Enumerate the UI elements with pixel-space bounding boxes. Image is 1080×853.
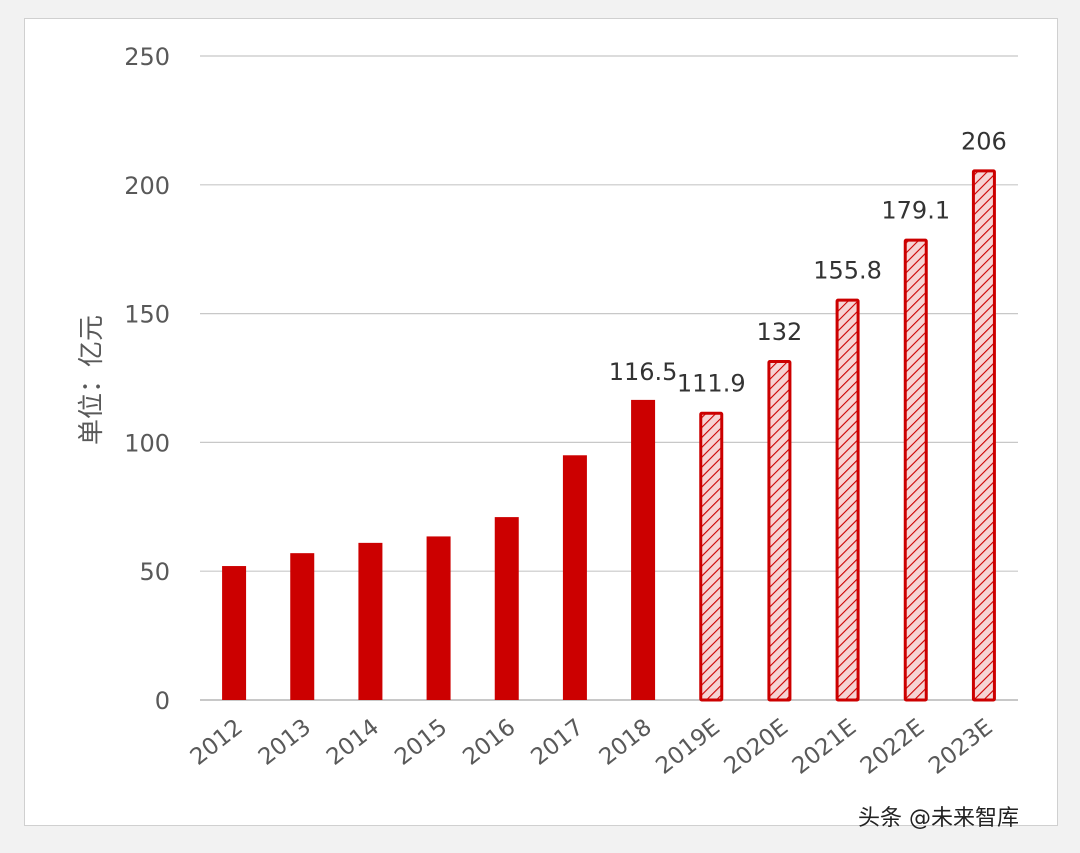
y-tick-label: 150 [124,301,170,329]
watermark: 头条 @未来智库 [858,800,1019,832]
x-tick-label: 2015 [390,714,452,771]
bar [767,359,792,702]
bar [971,169,996,702]
data-label: 132 [757,318,803,346]
x-tick-label: 2021E [788,714,862,779]
data-label: 206 [961,127,1007,155]
bar [494,517,519,700]
x-tick-label: 2019E [651,714,725,779]
y-axis-label: 单位：亿元 [77,315,107,445]
y-tick-label: 100 [124,429,170,457]
bar [562,455,587,700]
x-tick-label: 2022E [856,714,930,779]
x-tick-label: 2012 [186,714,248,771]
x-tick-label: 2023E [924,714,998,779]
watermark-text: 头条 @未来智库 [858,806,1019,831]
x-tick-label: 2018 [595,714,657,771]
bar [426,536,451,700]
bar [290,553,315,700]
bar [358,542,383,700]
x-tick-label: 2016 [458,714,520,771]
gridlines [200,55,1018,701]
data-label: 111.9 [677,370,746,398]
bars [222,169,996,702]
x-tick-label: 2014 [322,714,384,771]
data-label: 116.5 [609,358,678,386]
data-labels: 116.5 111.9 132 155.8 179.1 206 [609,127,1007,397]
y-tick-label: 0 [155,687,170,715]
bar [631,399,656,700]
x-tick-label: 2017 [526,714,588,771]
x-tick-label: 2020E [720,714,794,779]
bar [835,298,860,702]
bar [903,238,928,702]
y-tick-label: 250 [124,43,170,71]
data-label: 155.8 [813,257,882,285]
x-tick-label: 2013 [254,714,316,771]
bar [222,566,247,700]
data-label: 179.1 [881,197,950,225]
y-tick-label: 200 [124,172,170,200]
y-tick-label: 50 [139,558,170,586]
x-axis-ticks: 2012 2013 2014 2015 2016 2017 20182019E2020E20… [186,714,998,779]
bar [699,411,724,702]
y-axis-ticks: 0 50 100 150 200 250 [124,43,170,715]
chart-frame [24,18,1058,826]
